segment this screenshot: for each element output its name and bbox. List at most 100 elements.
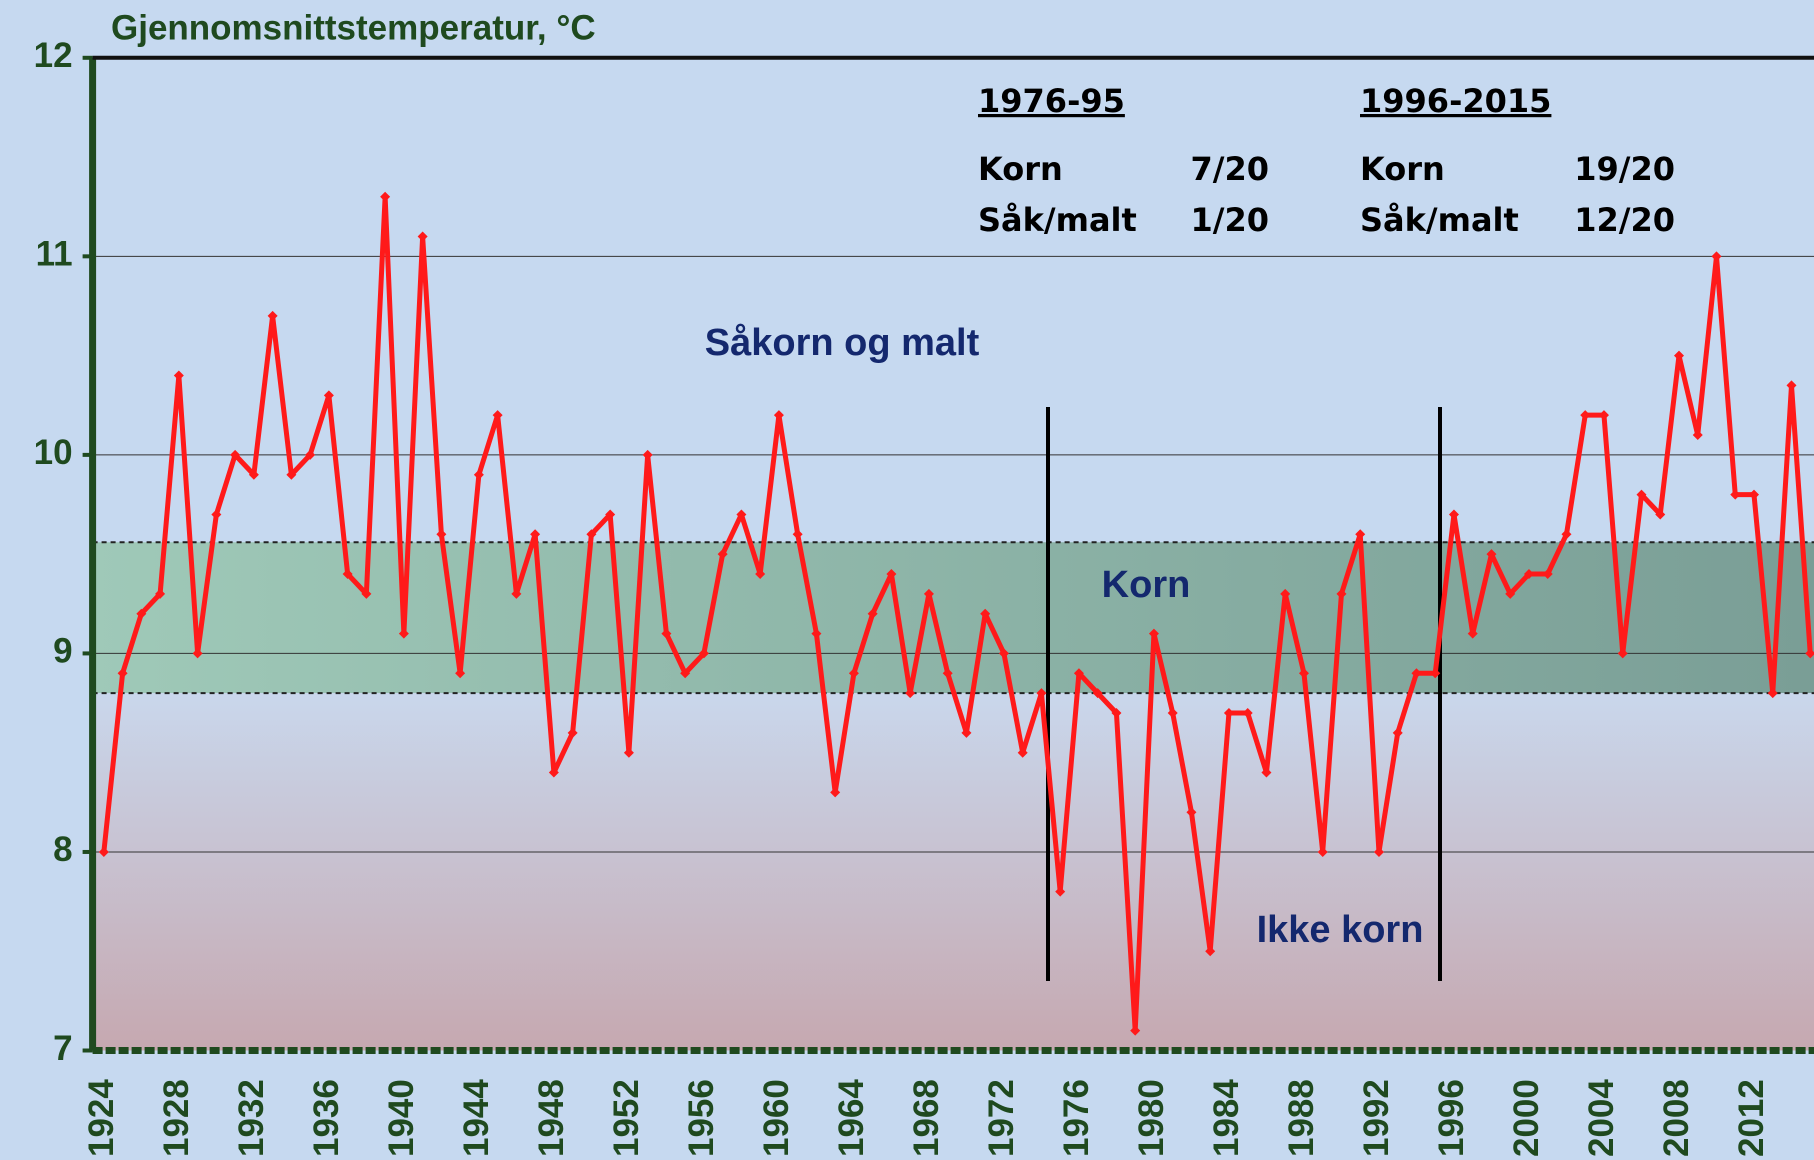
data-point <box>567 727 578 738</box>
x-tick-label: 2004 <box>1582 1079 1621 1157</box>
x-tick-label: 1972 <box>982 1079 1021 1157</box>
data-point <box>155 588 166 599</box>
data-point <box>1598 410 1609 421</box>
data-point <box>1542 569 1553 580</box>
data-point <box>1486 549 1497 560</box>
y-tick-label: 8 <box>53 830 72 869</box>
data-point <box>736 509 747 520</box>
x-tick-label: 1996 <box>1432 1079 1471 1157</box>
data-point <box>1298 668 1309 679</box>
data-point <box>1692 430 1703 441</box>
data-point <box>811 628 822 639</box>
data-point <box>1073 668 1084 679</box>
data-point <box>886 569 897 580</box>
x-tick-label: 1988 <box>1282 1079 1321 1157</box>
x-tick-label: 2012 <box>1732 1079 1771 1157</box>
data-point <box>305 449 316 460</box>
data-point <box>1186 807 1197 818</box>
data-point <box>1505 588 1516 599</box>
summary-value: 1/20 <box>1191 201 1269 239</box>
x-tick-label: 1968 <box>907 1079 946 1157</box>
data-point <box>1261 767 1272 778</box>
data-point <box>905 688 916 699</box>
data-point <box>192 648 203 659</box>
data-point <box>661 628 672 639</box>
data-point <box>1242 707 1253 718</box>
y-tick-label: 11 <box>36 235 73 274</box>
data-point <box>773 410 784 421</box>
data-point <box>755 569 766 580</box>
data-point <box>998 648 1009 659</box>
data-point <box>398 628 409 639</box>
x-tick-label: 1932 <box>232 1079 271 1157</box>
data-point <box>417 231 428 242</box>
y-tick-label: 9 <box>53 632 72 671</box>
data-point <box>492 410 503 421</box>
data-point <box>1336 588 1347 599</box>
region-label: Ikke korn <box>1257 909 1424 951</box>
y-tick-label: 12 <box>34 36 73 75</box>
data-point <box>342 569 353 580</box>
x-tick-label: 1984 <box>1207 1079 1246 1157</box>
data-point <box>548 767 559 778</box>
data-point <box>1523 569 1534 580</box>
x-tick-label: 2008 <box>1657 1079 1696 1157</box>
data-point <box>1411 668 1422 679</box>
data-point <box>792 529 803 540</box>
summary-value: 12/20 <box>1574 201 1675 239</box>
data-point <box>1655 509 1666 520</box>
summary-period: 1996-2015 <box>1360 82 1551 120</box>
data-point <box>848 668 859 679</box>
summary-value: 19/20 <box>1574 150 1675 188</box>
summary-period: 1976-95 <box>978 82 1125 120</box>
data-point <box>267 310 278 321</box>
data-point <box>1673 350 1684 361</box>
summary-label: Såk/malt <box>978 201 1137 239</box>
x-tick-label: 1992 <box>1357 1079 1396 1157</box>
data-point <box>230 449 241 460</box>
data-point <box>1092 688 1103 699</box>
data-point <box>961 727 972 738</box>
data-point <box>173 370 184 381</box>
data-point <box>923 588 934 599</box>
data-point <box>1580 410 1591 421</box>
data-point <box>286 469 297 480</box>
x-tick-label: 1976 <box>1057 1079 1096 1157</box>
x-tick-label: 1980 <box>1132 1079 1171 1157</box>
data-point <box>830 787 841 798</box>
y-tick-label: 10 <box>34 433 73 472</box>
data-point <box>1317 846 1328 857</box>
data-point <box>1355 529 1366 540</box>
data-point <box>380 191 391 202</box>
data-point <box>642 449 653 460</box>
data-point <box>1786 380 1797 391</box>
region-band <box>92 542 1814 694</box>
data-point <box>211 509 222 520</box>
data-point <box>623 747 634 758</box>
summary-value: 7/20 <box>1191 150 1269 188</box>
summary-label: Såk/malt <box>1360 201 1519 239</box>
data-point <box>1617 648 1628 659</box>
x-tick-label: 1924 <box>82 1079 121 1157</box>
x-tick-label: 1964 <box>832 1079 871 1157</box>
x-tick-label: 1948 <box>532 1079 571 1157</box>
data-point <box>1748 489 1759 500</box>
data-point <box>117 668 128 679</box>
data-point <box>680 668 691 679</box>
data-point <box>530 529 541 540</box>
data-point <box>980 608 991 619</box>
data-point <box>1223 707 1234 718</box>
data-point <box>511 588 522 599</box>
data-point <box>1711 251 1722 262</box>
data-point <box>1730 489 1741 500</box>
region-label: Korn <box>1102 564 1191 606</box>
data-point <box>1017 747 1028 758</box>
x-tick-label: 2000 <box>1507 1079 1546 1157</box>
data-point <box>1036 688 1047 699</box>
data-point <box>248 469 259 480</box>
data-point <box>942 668 953 679</box>
x-tick-label: 1944 <box>457 1079 496 1157</box>
data-point <box>1467 628 1478 639</box>
data-point <box>1448 509 1459 520</box>
